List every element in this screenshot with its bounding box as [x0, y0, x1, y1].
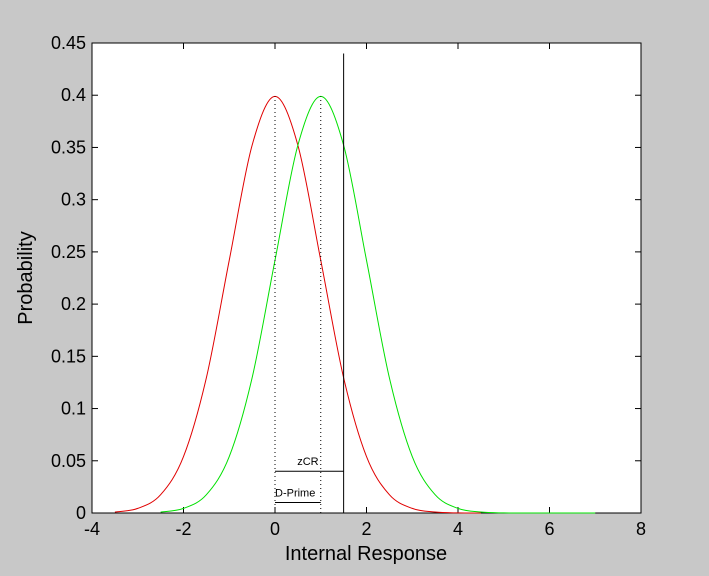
annotation-label: zCR: [297, 456, 318, 468]
x-axis-label: Internal Response: [285, 543, 447, 565]
y-tick-label: 0: [76, 503, 86, 523]
x-tick-label: -4: [84, 519, 100, 539]
y-tick-label: 0.3: [61, 190, 86, 210]
y-tick-label: 0.2: [61, 294, 86, 314]
y-tick-label: 0.1: [61, 399, 86, 419]
x-tick-label: 8: [636, 519, 646, 539]
axes-box: [91, 42, 642, 514]
y-axis-label: Probability: [15, 231, 37, 324]
plot-area: [92, 43, 641, 513]
curve: [160, 95, 596, 514]
x-tick-label: 4: [453, 519, 463, 539]
y-tick-label: 0.15: [51, 346, 86, 366]
y-tick-label: 0.4: [61, 85, 86, 105]
y-tick-label: 0.05: [51, 451, 86, 471]
x-tick-label: 2: [361, 519, 371, 539]
y-tick-label: 0.25: [51, 242, 86, 262]
x-tick-label: 0: [270, 519, 280, 539]
y-tick-label: 0.45: [51, 33, 86, 53]
annotation-label: D-Prime: [275, 488, 315, 500]
y-tick-label: 0.35: [51, 137, 86, 157]
x-tick-label: 6: [544, 519, 554, 539]
x-tick-label: -2: [175, 519, 191, 539]
